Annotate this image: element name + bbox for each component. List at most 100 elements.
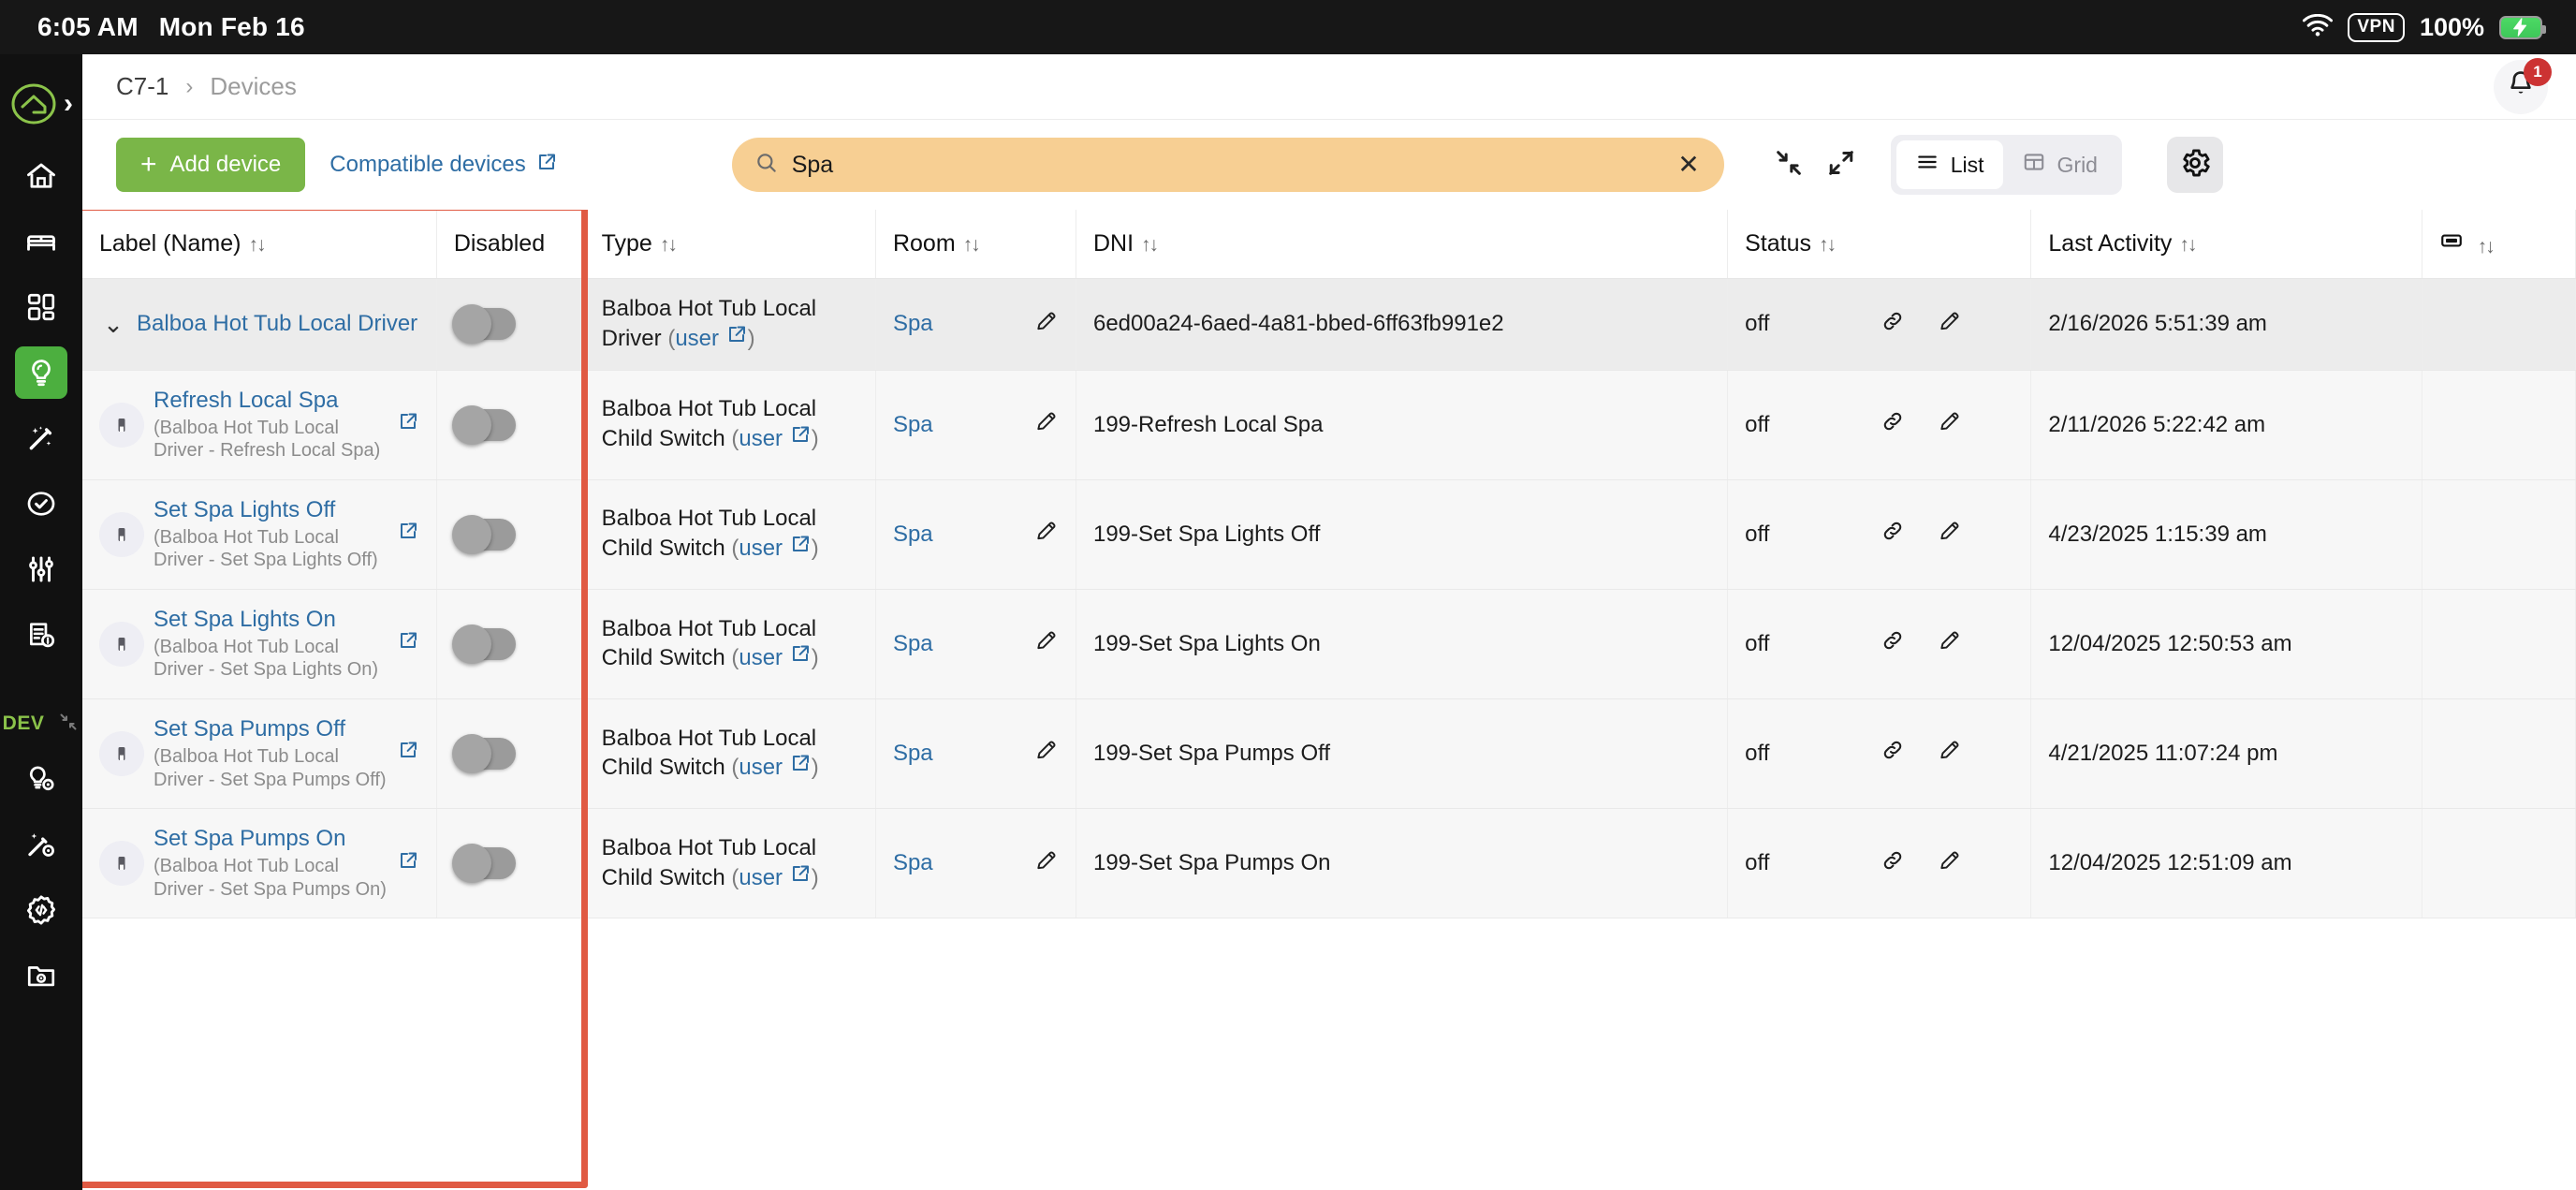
- sidebar-item-settings-sliders[interactable]: [15, 543, 67, 595]
- link-icon[interactable]: [1880, 847, 1906, 880]
- device-type-user-link[interactable]: user: [739, 536, 783, 562]
- breadcrumb-root[interactable]: C7-1: [116, 72, 169, 100]
- edit-status-pencil-icon[interactable]: [1938, 309, 1962, 340]
- collapse-all-icon[interactable]: [1773, 147, 1805, 184]
- disabled-toggle[interactable]: [451, 514, 516, 554]
- edit-status-pencil-icon[interactable]: [1938, 519, 1962, 550]
- column-header-last-activity[interactable]: Last Activity ↑↓: [2030, 210, 2422, 279]
- sidebar-item-device-drivers[interactable]: [15, 753, 67, 805]
- external-link-icon[interactable]: [397, 629, 419, 658]
- column-header-room[interactable]: Room ↑↓: [875, 210, 1076, 279]
- chevron-down-icon[interactable]: ⌄: [103, 310, 124, 339]
- edit-status-pencil-icon[interactable]: [1938, 848, 1962, 879]
- sort-updown-icon[interactable]: ↑↓: [962, 234, 981, 256]
- add-device-button[interactable]: + Add device: [116, 138, 306, 192]
- column-header-device-tile[interactable]: ↑↓: [2422, 210, 2576, 279]
- sidebar-item-automations[interactable]: [15, 412, 67, 464]
- link-icon[interactable]: [1880, 627, 1906, 660]
- edit-room-pencil-icon[interactable]: [1034, 519, 1059, 550]
- device-label-link[interactable]: Balboa Hot Tub Local Driver: [137, 311, 418, 337]
- column-header-type[interactable]: Type ↑↓: [584, 210, 876, 279]
- room-link[interactable]: Spa: [892, 740, 933, 766]
- room-link[interactable]: Spa: [892, 521, 933, 547]
- sidebar-item-logs[interactable]: [15, 609, 67, 661]
- table-row[interactable]: Set Spa Pumps Off (Balboa Hot Tub Local D…: [82, 698, 2576, 809]
- device-type-user-link[interactable]: user: [739, 755, 783, 781]
- link-icon[interactable]: [1880, 737, 1906, 770]
- compatible-devices-link[interactable]: Compatible devices: [329, 151, 557, 180]
- disabled-toggle[interactable]: [451, 404, 516, 445]
- sidebar-item-devices[interactable]: [15, 346, 67, 399]
- sidebar-item-rooms[interactable]: [15, 215, 67, 268]
- last-activity-text: 4/23/2025 1:15:39 am: [2048, 521, 2267, 547]
- search-field-wrapper[interactable]: ✕: [731, 138, 1724, 192]
- room-link[interactable]: Spa: [892, 850, 933, 876]
- disabled-toggle[interactable]: [451, 304, 516, 345]
- device-label-link[interactable]: Refresh Local Spa: [154, 387, 339, 413]
- column-header-label[interactable]: Label (Name) ↑↓: [82, 210, 437, 279]
- sidebar-item-rules[interactable]: [15, 477, 67, 530]
- column-header-dni[interactable]: DNI ↑↓: [1076, 210, 1729, 279]
- disabled-toggle[interactable]: [451, 733, 516, 773]
- edit-status-pencil-icon[interactable]: [1938, 738, 1962, 769]
- sort-updown-icon[interactable]: ↑↓: [2477, 236, 2496, 257]
- edit-room-pencil-icon[interactable]: [1034, 738, 1059, 769]
- check-circle-icon: [25, 488, 57, 520]
- sidebar-item-dashboards[interactable]: [15, 281, 67, 333]
- edit-room-pencil-icon[interactable]: [1034, 628, 1059, 659]
- device-label-link[interactable]: Set Spa Lights On: [154, 606, 336, 632]
- close-icon[interactable]: ✕: [1677, 150, 1700, 179]
- sidebar-dev-section-header[interactable]: DEV: [3, 708, 80, 740]
- room-link[interactable]: Spa: [892, 411, 933, 437]
- device-label-link[interactable]: Set Spa Pumps Off: [154, 715, 345, 742]
- collapse-arrows-icon[interactable]: [57, 711, 80, 738]
- device-type-user-link[interactable]: user: [739, 864, 783, 890]
- table-row[interactable]: Refresh Local Spa (Balboa Hot Tub Local D…: [82, 370, 2576, 480]
- disabled-toggle[interactable]: [451, 624, 516, 664]
- notifications-button[interactable]: 1: [2494, 57, 2552, 114]
- column-header-status[interactable]: Status ↑↓: [1727, 210, 2032, 279]
- column-header-disabled[interactable]: Disabled: [436, 210, 585, 279]
- external-link-icon[interactable]: [397, 520, 419, 549]
- device-type-user-link[interactable]: user: [675, 325, 719, 351]
- sort-updown-icon[interactable]: ↑↓: [1819, 234, 1837, 256]
- edit-room-pencil-icon[interactable]: [1034, 309, 1059, 340]
- edit-status-pencil-icon[interactable]: [1938, 409, 1962, 440]
- table-settings-button[interactable]: [2166, 137, 2223, 193]
- search-input[interactable]: [791, 151, 1665, 179]
- disabled-toggle[interactable]: [451, 844, 516, 884]
- device-type-user-link[interactable]: user: [739, 426, 783, 452]
- edit-room-pencil-icon[interactable]: [1034, 848, 1059, 879]
- sidebar-item-code-settings[interactable]: [15, 884, 67, 936]
- sidebar-item-file-manager[interactable]: [15, 949, 67, 1002]
- room-link[interactable]: Spa: [892, 311, 933, 337]
- room-link[interactable]: Spa: [892, 630, 933, 656]
- edit-status-pencil-icon[interactable]: [1938, 628, 1962, 659]
- view-mode-grid[interactable]: Grid: [2003, 140, 2116, 189]
- link-icon[interactable]: [1880, 308, 1906, 341]
- external-link-icon[interactable]: [397, 849, 419, 878]
- home-hub-logo[interactable]: [9, 80, 58, 128]
- sort-updown-icon[interactable]: ↑↓: [2179, 234, 2197, 256]
- link-icon[interactable]: [1880, 408, 1906, 441]
- table-row[interactable]: Set Spa Lights On (Balboa Hot Tub Local D…: [82, 589, 2576, 699]
- table-row[interactable]: Set Spa Pumps On (Balboa Hot Tub Local Dr…: [82, 808, 2576, 919]
- sidebar-item-apps-code[interactable]: [15, 818, 67, 871]
- sort-updown-icon[interactable]: ↑↓: [659, 234, 678, 256]
- chevron-right-icon[interactable]: ›: [64, 88, 73, 119]
- expand-all-icon[interactable]: [1825, 147, 1857, 184]
- device-type-user-link[interactable]: user: [739, 645, 783, 671]
- table-row[interactable]: ⌄ Balboa Hot Tub Local Driver Balboa Hot T…: [82, 278, 2576, 371]
- edit-room-pencil-icon[interactable]: [1034, 409, 1059, 440]
- device-label-link[interactable]: Set Spa Lights Off: [154, 496, 336, 522]
- sidebar-logo-row[interactable]: ›: [9, 71, 73, 137]
- table-row[interactable]: Set Spa Lights Off (Balboa Hot Tub Local …: [82, 479, 2576, 590]
- sort-updown-icon[interactable]: ↑↓: [1141, 234, 1159, 256]
- external-link-icon[interactable]: [397, 410, 419, 439]
- view-mode-list[interactable]: List: [1895, 140, 2003, 189]
- sidebar-item-home[interactable]: [15, 150, 67, 202]
- link-icon[interactable]: [1880, 518, 1906, 551]
- device-label-link[interactable]: Set Spa Pumps On: [154, 825, 346, 851]
- external-link-icon[interactable]: [397, 739, 419, 768]
- sort-updown-icon[interactable]: ↑↓: [248, 234, 266, 256]
